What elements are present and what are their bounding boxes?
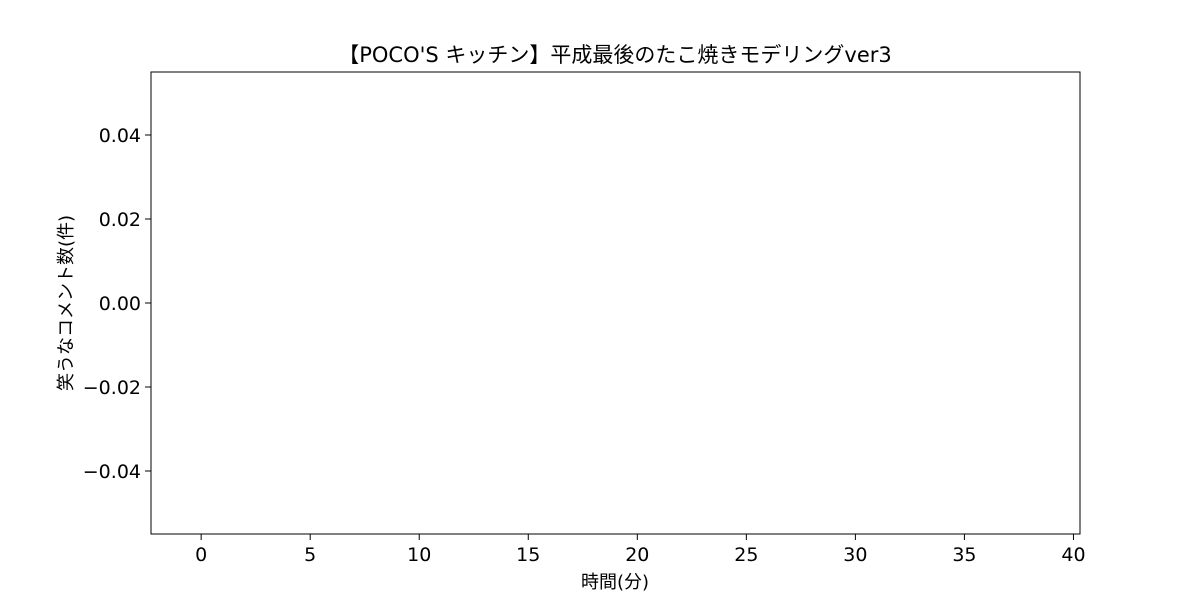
y-axis-label: 笑うなコメント数(件) xyxy=(56,215,77,391)
plot-area xyxy=(150,71,1081,535)
x-axis-label: 時間(分) xyxy=(581,572,649,593)
x-tick-label: 20 xyxy=(625,544,649,566)
y-tick-label: −0.04 xyxy=(83,461,141,483)
x-tick-label: 15 xyxy=(516,544,540,566)
x-axis: 0 5 10 15 20 25 30 35 40 xyxy=(195,534,1086,566)
x-tick-label: 10 xyxy=(407,544,431,566)
y-axis: 0.04 0.02 0.00 −0.02 −0.04 xyxy=(83,125,151,483)
x-tick-label: 25 xyxy=(734,544,758,566)
y-tick-label: 0.04 xyxy=(99,125,141,147)
plot-frame xyxy=(150,71,1081,535)
y-tick-label: −0.02 xyxy=(83,377,141,399)
y-tick-label: 0.02 xyxy=(99,209,141,231)
x-tick-label: 0 xyxy=(195,544,207,566)
y-tick-label: 0.00 xyxy=(99,293,141,315)
x-tick-label: 40 xyxy=(1061,544,1085,566)
x-tick-label: 5 xyxy=(304,544,316,566)
x-tick-label: 30 xyxy=(843,544,867,566)
x-tick-label: 35 xyxy=(952,544,976,566)
chart-title: 【POCO'S キッチン】平成最後のたこ焼きモデリングver3 xyxy=(338,43,892,67)
